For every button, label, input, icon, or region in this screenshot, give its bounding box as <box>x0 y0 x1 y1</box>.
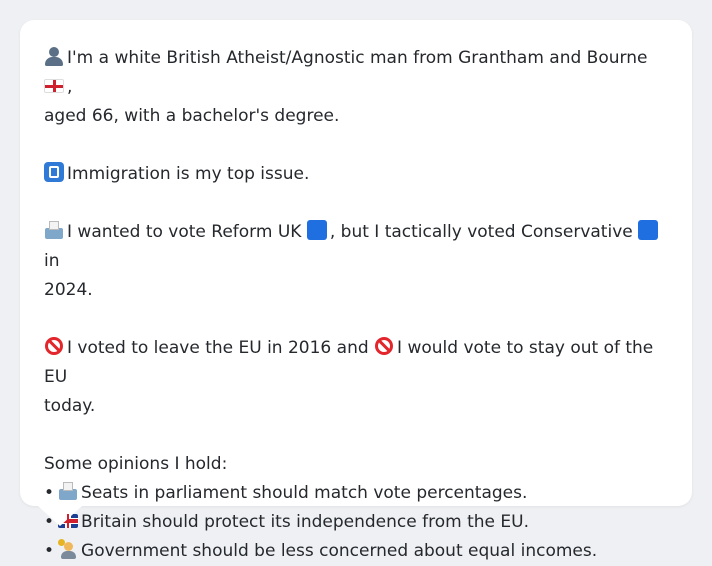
blue-square-icon <box>638 220 659 240</box>
passport-control-icon <box>44 162 64 182</box>
eu-paragraph: I voted to leave the EU in 2016 and I wo… <box>44 334 668 421</box>
intro-text: I'm a white British Atheist/Agnostic man… <box>67 48 648 68</box>
opinion-text: Seats in parliament should match vote pe… <box>81 483 528 503</box>
vote-text-3: in <box>44 251 60 271</box>
bullet: • <box>44 541 55 561</box>
money-person-icon <box>58 539 78 559</box>
issue-text: Immigration is my top issue. <box>67 164 310 184</box>
opinion-item: • Government should be less concerned abo… <box>44 537 668 566</box>
flag-england-icon <box>44 79 64 93</box>
bullet: • <box>44 483 55 503</box>
ballot-box-icon <box>58 481 78 501</box>
blue-square-icon <box>306 220 327 240</box>
eu-text-2: I would vote to stay out of the EU <box>44 338 654 387</box>
opinion-item: • Seats in parliament should match vote p… <box>44 479 668 508</box>
vote-paragraph: I wanted to vote Reform UK , but I tacti… <box>44 218 668 305</box>
vote-year: 2024. <box>44 280 93 300</box>
opinion-text: Government should be less concerned abou… <box>81 541 598 561</box>
person-icon <box>44 46 64 66</box>
opinions-section: Some opinions I hold: • Seats in parliame… <box>44 450 668 566</box>
vote-text-2: , but I tactically voted Conservative <box>329 222 633 242</box>
speech-bubble-tail <box>38 506 82 526</box>
opinion-text: Britain should protect its independence … <box>81 512 529 532</box>
no-entry-icon <box>374 336 394 356</box>
opinion-item: • Britain should protect its independence… <box>44 508 668 537</box>
no-entry-icon <box>44 336 64 356</box>
issue-paragraph: Immigration is my top issue. <box>44 160 668 189</box>
vote-text-1: I wanted to vote Reform UK <box>67 222 302 242</box>
intro-comma: , <box>67 77 73 97</box>
eu-text-1: I voted to leave the EU in 2016 and <box>67 338 369 358</box>
eu-text-3: today. <box>44 396 96 416</box>
intro-details: aged 66, with a bachelor's degree. <box>44 106 340 126</box>
ballot-box-icon <box>44 220 64 240</box>
persona-card: I'm a white British Atheist/Agnostic man… <box>20 20 692 561</box>
intro-paragraph: I'm a white British Atheist/Agnostic man… <box>44 44 668 131</box>
opinions-heading: Some opinions I hold: <box>44 454 228 474</box>
